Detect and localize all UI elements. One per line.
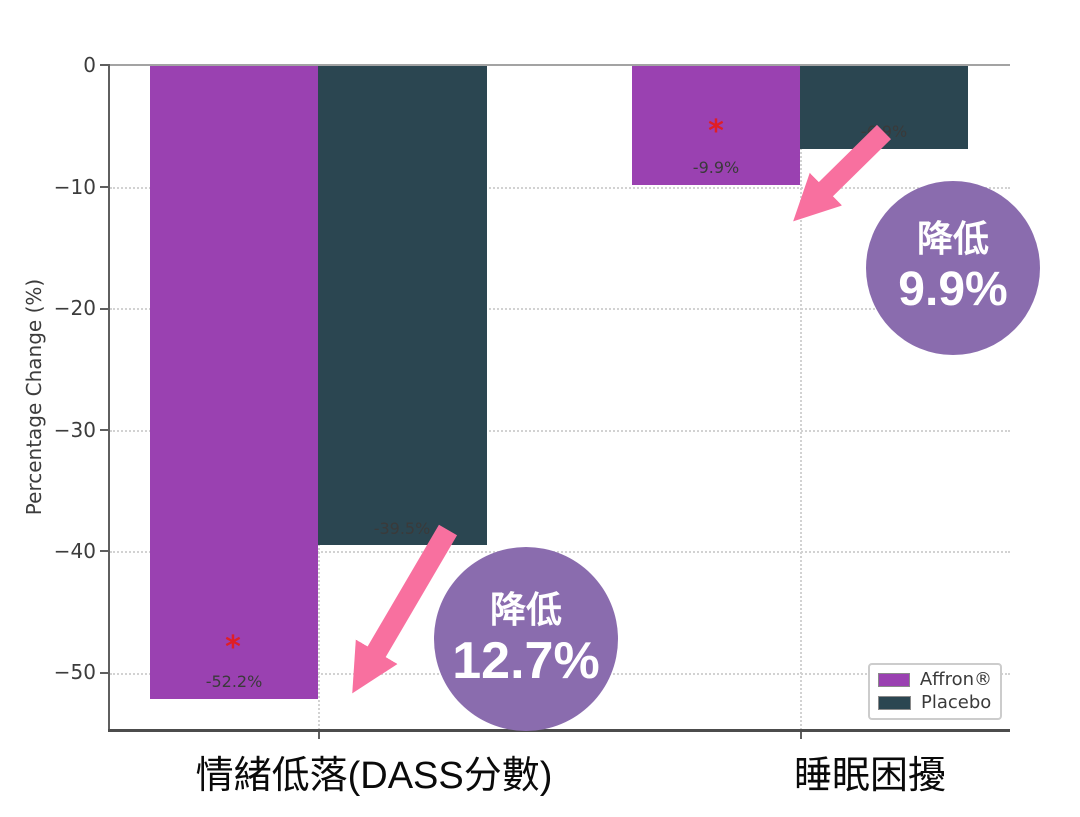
axis-spine-left xyxy=(108,64,110,732)
ytick-label-50: −50 xyxy=(53,660,96,684)
xtick-sleep xyxy=(800,732,802,739)
ytick-0 xyxy=(100,64,108,66)
annotation-word-sleep: 降低 xyxy=(916,218,989,259)
ytick-label-20: −20 xyxy=(53,296,96,320)
bar-value-placebo-mood: -39.5% xyxy=(373,519,431,538)
legend-row-placebo: Placebo xyxy=(878,694,992,712)
legend-swatch-affron xyxy=(878,673,910,687)
legend-swatch-placebo xyxy=(878,696,911,710)
xtick-mood xyxy=(318,732,320,739)
ytick-label-0: 0 xyxy=(83,53,96,77)
bar-placebo-mood xyxy=(318,65,487,545)
gridline-h-minus40 xyxy=(110,551,1010,553)
ytick-minus20 xyxy=(100,308,108,310)
significance-asterisk-mood: * xyxy=(225,630,241,665)
bar-value-placebo-sleep: -6.9% xyxy=(860,122,908,141)
bar-value-affron-mood: -52.2% xyxy=(205,672,263,691)
annotation-circle-mood: 降低 12.7% xyxy=(434,547,618,731)
annotation-word-mood: 降低 xyxy=(489,589,562,630)
annotation-circle-sleep: 降低 9.9% xyxy=(866,181,1040,355)
significance-asterisk-sleep: * xyxy=(708,114,724,149)
ytick-minus30 xyxy=(100,429,108,431)
ytick-minus50 xyxy=(100,672,108,674)
bar-affron-mood xyxy=(150,65,318,700)
bar-value-affron-sleep: -9.9% xyxy=(692,158,740,177)
gridline-v-category-sleep xyxy=(800,65,802,730)
legend-label-placebo: Placebo xyxy=(921,692,992,713)
ytick-label-30: −30 xyxy=(53,418,96,442)
ytick-label-10: −10 xyxy=(53,175,96,199)
axis-spine-top xyxy=(108,64,1010,66)
gridline-h-minus20 xyxy=(110,308,1010,310)
ytick-minus40 xyxy=(100,550,108,552)
bar-affron-sleep xyxy=(632,65,800,186)
ytick-minus10 xyxy=(100,186,108,188)
annotation-value-sleep: 9.9% xyxy=(898,263,1008,316)
category-label-sleep: 睡眠困擾 xyxy=(793,755,947,797)
legend-row-affron: Affron® xyxy=(878,671,992,689)
category-label-mood: 情緒低落(DASS分數) xyxy=(195,755,553,797)
gridline-h-minus30 xyxy=(110,430,1010,432)
ytick-label-40: −40 xyxy=(53,539,96,563)
legend-label-affron: Affron® xyxy=(919,669,992,690)
annotation-value-mood: 12.7% xyxy=(452,632,600,690)
y-axis-title: Percentage Change (%) xyxy=(22,278,46,516)
axis-spine-bottom xyxy=(108,729,1010,732)
legend: Affron® Placebo xyxy=(868,663,1002,720)
gridline-h-minus10 xyxy=(110,187,1010,189)
